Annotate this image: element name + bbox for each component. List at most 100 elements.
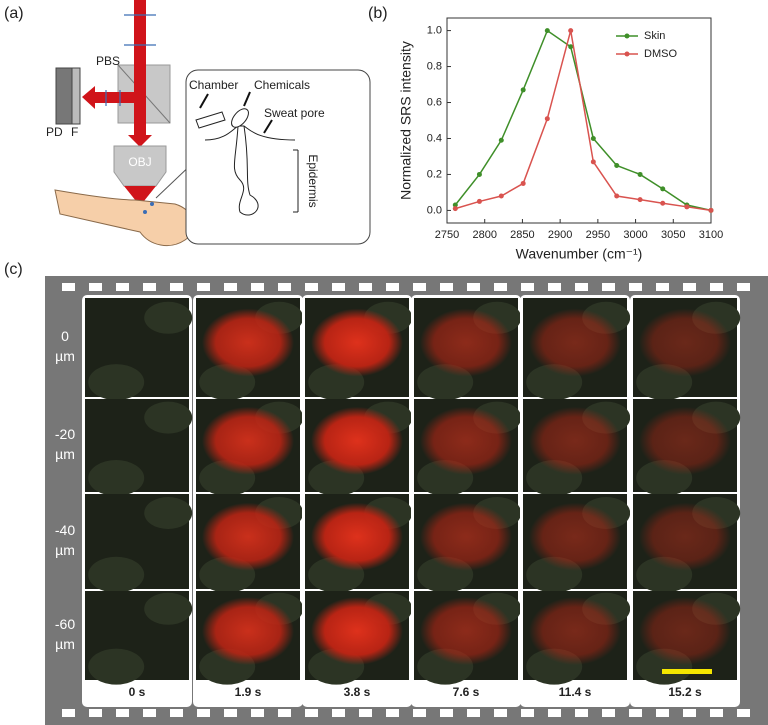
time-label: 15.2 s (668, 685, 702, 699)
x-tick-label: 3000 (623, 229, 647, 241)
sprocket (359, 709, 372, 717)
sprocket (575, 709, 588, 717)
sprocket (440, 283, 453, 291)
signal (529, 308, 621, 377)
depth-unit: µm (55, 348, 75, 364)
x-tick-label: 3050 (661, 229, 685, 241)
signal (311, 502, 403, 571)
sprocket (521, 709, 534, 717)
sprocket (359, 283, 372, 291)
shadow (144, 497, 193, 529)
y-tick-label: 1.0 (427, 24, 442, 36)
sprocket (467, 283, 480, 291)
sprocket (305, 283, 318, 291)
sprocket (332, 709, 345, 717)
sprocket (413, 709, 426, 717)
shadow (88, 460, 145, 497)
point (684, 204, 690, 210)
label: Chamber (189, 78, 238, 92)
point (476, 198, 482, 204)
sprocket (62, 709, 75, 717)
sprocket (575, 283, 588, 291)
label: PBS (96, 54, 120, 68)
sprocket (143, 709, 156, 717)
depth-label: 0 (61, 328, 69, 344)
sprocket (197, 709, 210, 717)
depth-unit: µm (55, 542, 75, 558)
label: Chemicals (254, 78, 310, 92)
sprocket (224, 709, 237, 717)
x-tick-label: 3100 (699, 229, 723, 241)
time-label: 3.8 s (344, 685, 371, 699)
point (452, 206, 458, 212)
point (614, 162, 620, 168)
point (660, 200, 666, 206)
sprocket (251, 709, 264, 717)
sprocket (143, 283, 156, 291)
y-axis-title: Normalized SRS intensity (398, 41, 414, 200)
label: OBJ (128, 155, 151, 169)
sprocket (602, 283, 615, 291)
sprocket (386, 283, 399, 291)
sprocket (332, 283, 345, 291)
sprocket (521, 283, 534, 291)
shadow (88, 556, 145, 593)
signal (202, 597, 294, 666)
point (498, 193, 504, 199)
panel-label: (a) (4, 5, 24, 22)
sprocket (170, 709, 183, 717)
point (476, 171, 482, 177)
series-line (455, 30, 712, 212)
signal (311, 406, 403, 475)
shadow (144, 401, 193, 434)
sprocket (116, 709, 129, 717)
panel-label: (c) (4, 261, 23, 278)
point (708, 207, 714, 213)
chart: 0.0 0.2 0.4 0.6 0.8 1.0 2750 2800 2850 2900 2950 30… (398, 17, 723, 262)
x-tick-label: 2900 (548, 229, 572, 241)
point (568, 44, 574, 50)
x-tick-label: 2850 (510, 229, 534, 241)
depth-unit: µm (55, 446, 75, 462)
signal (311, 597, 403, 666)
signal (639, 406, 731, 475)
signal (311, 308, 403, 377)
point (520, 180, 526, 186)
y-tick-label: 0.2 (427, 168, 442, 180)
legend-label: Skin (644, 30, 665, 42)
signal (420, 308, 512, 377)
x-tick-label: 2950 (586, 229, 610, 241)
sprocket (62, 283, 75, 291)
point (452, 202, 458, 208)
point (637, 171, 643, 177)
shadow (88, 648, 145, 685)
sprocket (170, 283, 183, 291)
depth-label: -40 (55, 522, 75, 538)
signal (420, 502, 512, 571)
signal (202, 308, 294, 377)
sprocket (494, 283, 507, 291)
point (614, 193, 620, 199)
label: Sweat pore (264, 106, 325, 120)
label: PD (46, 125, 63, 139)
sprocket (467, 709, 480, 717)
signal (639, 308, 731, 377)
signal (639, 502, 731, 571)
signal (420, 597, 512, 666)
y-tick-label: 0.0 (427, 204, 442, 216)
sprocket (602, 709, 615, 717)
point (568, 28, 574, 34)
sprocket (278, 709, 291, 717)
sprocket (305, 709, 318, 717)
frames: 0 s 1.9 s 3.8 s 7.6 s 11.4 s 15.2 s 0 µm -20 µm -4… (55, 283, 750, 717)
legend-label: DMSO (644, 48, 677, 60)
shadow (88, 364, 145, 401)
scale-bar (662, 669, 712, 674)
signal (202, 406, 294, 475)
point (544, 116, 550, 122)
point (520, 87, 526, 93)
sprocket (116, 283, 129, 291)
time-label: 11.4 s (559, 685, 592, 699)
sprocket (494, 709, 507, 717)
x-tick-label: 2800 (472, 229, 496, 241)
